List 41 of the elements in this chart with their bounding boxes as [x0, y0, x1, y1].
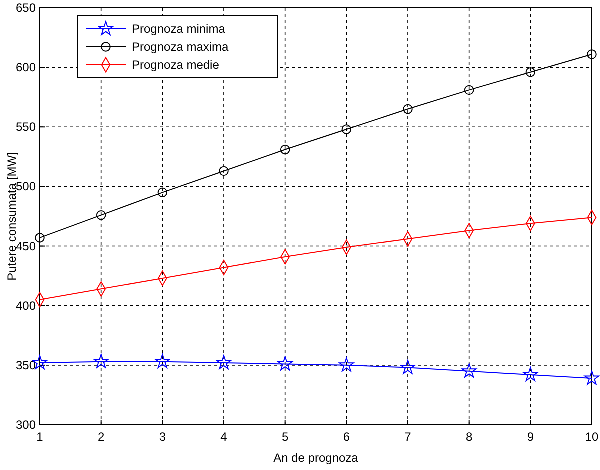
y-tick-label: 300	[16, 418, 36, 432]
x-tick-label: 6	[343, 430, 350, 444]
y-tick-label: 500	[16, 180, 36, 194]
x-tick-label: 3	[159, 430, 166, 444]
point	[155, 354, 170, 368]
y-tick-label: 350	[16, 358, 36, 372]
x-tick-label: 2	[98, 430, 105, 444]
x-tick-label: 9	[527, 430, 534, 444]
point	[35, 233, 45, 243]
x-tick-label: 7	[404, 430, 412, 444]
point	[584, 370, 600, 385]
point	[216, 355, 232, 370]
x-tick-label: 5	[282, 430, 289, 444]
point	[280, 144, 290, 155]
x-tick-label: 1	[36, 430, 44, 444]
y-tick-label: 400	[16, 298, 36, 313]
point	[219, 166, 229, 176]
point	[96, 210, 106, 220]
y-tick-label: 600	[16, 60, 36, 75]
x-tick-label: 8	[466, 430, 473, 444]
point	[403, 104, 413, 114]
y-tick-label: 450	[16, 239, 36, 254]
point	[462, 364, 477, 378]
legend-label: Prognoza medie	[132, 58, 220, 72]
point	[523, 367, 538, 382]
legend-label: Prognoza minima	[132, 22, 226, 36]
point	[400, 360, 416, 374]
y-tick-label: 550	[16, 120, 36, 134]
point	[464, 85, 474, 96]
x-tick-label: 4	[220, 430, 228, 444]
point	[526, 67, 536, 78]
y-tick-label: 650	[16, 1, 36, 15]
point	[278, 356, 293, 371]
point	[158, 188, 168, 198]
point	[94, 354, 109, 368]
x-tick-label: 10	[585, 430, 599, 444]
x-axis-title: An de prognoza	[274, 451, 359, 465]
point	[339, 358, 354, 372]
point	[342, 124, 352, 134]
point	[587, 50, 597, 60]
legend-label: Prognoza maxima	[132, 40, 230, 54]
